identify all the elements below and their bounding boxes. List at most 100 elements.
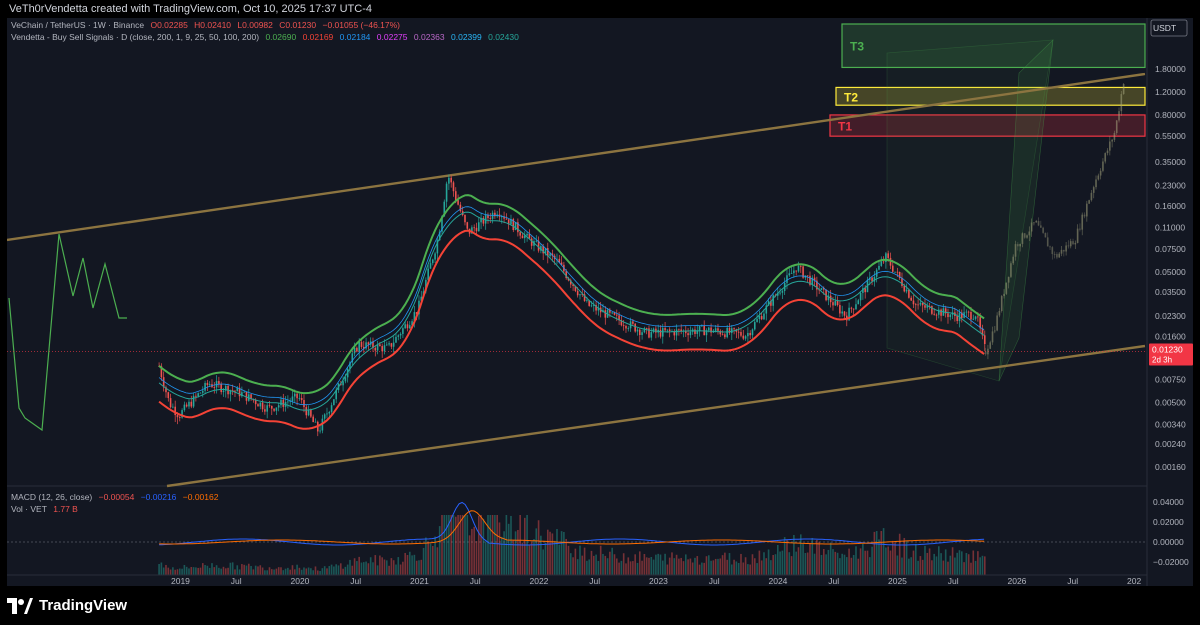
- candle-body: [487, 214, 489, 219]
- volume-bar: [767, 549, 770, 575]
- volume-bar: [657, 553, 659, 575]
- candle-body: [537, 240, 540, 251]
- volume-bar: [724, 552, 726, 575]
- candle-body: [494, 212, 496, 217]
- volume-bar: [390, 558, 393, 575]
- candle-body: [236, 387, 239, 392]
- volume-bar: [291, 565, 294, 575]
- candle-body: [758, 316, 761, 320]
- price-tick-label: 0.05000: [1155, 267, 1186, 277]
- candle-body: [912, 300, 915, 305]
- candle-body: [289, 401, 291, 402]
- candle-body: [169, 398, 172, 408]
- candle-body: [661, 328, 664, 337]
- candle-body: [809, 275, 811, 285]
- candle-body: [673, 331, 676, 336]
- legend-open: O0.02285: [150, 20, 188, 30]
- candle-body: [222, 390, 225, 393]
- target-zone-t3: [841, 23, 1146, 69]
- candle-body: [206, 382, 209, 386]
- candle-body: [645, 328, 648, 329]
- last-price-tag-value: 0.01230: [1152, 344, 1183, 354]
- candle-body: [282, 399, 285, 407]
- candle-body: [905, 289, 908, 292]
- volume-bar: [420, 559, 423, 575]
- candle-body: [710, 327, 712, 333]
- tradingview-logo: TradingView: [7, 597, 127, 614]
- volume-bar: [358, 556, 360, 575]
- projection-candle-body: [1040, 225, 1042, 228]
- volume-bar: [257, 566, 259, 575]
- candle-body: [218, 381, 220, 384]
- volume-bar: [609, 551, 611, 575]
- projection-candle-body: [1044, 232, 1047, 238]
- volume-bar: [397, 557, 400, 575]
- volume-bar: [960, 551, 963, 575]
- chart-area[interactable]: T3 T2 T1 1.80000 1.20000 0.80000 0.55000 0.3500…: [7, 18, 1193, 586]
- screenshot-frame: VeTh0rVendetta created with TradingView.…: [7, 0, 1193, 625]
- candle-body: [305, 407, 308, 416]
- volume-bar: [270, 569, 273, 575]
- volume-bar: [535, 528, 538, 575]
- time-tick-label: 2022: [530, 576, 549, 586]
- volume-bar: [627, 557, 630, 575]
- volume-bar: [349, 559, 351, 575]
- candle-body: [303, 400, 305, 408]
- projection-candle-body: [1005, 282, 1008, 294]
- candle-body: [213, 387, 216, 388]
- candle-body: [404, 324, 406, 329]
- volume-bar: [749, 564, 751, 575]
- volume-bar: [208, 567, 211, 575]
- volume-bar: [367, 563, 370, 575]
- volume-bar: [717, 558, 719, 575]
- volume-bar: [303, 567, 305, 575]
- legend-low: L0.00982: [237, 20, 273, 30]
- candle-body: [806, 275, 809, 277]
- projection-candle-body: [1010, 263, 1012, 277]
- candle-body: [438, 231, 441, 241]
- candle-body: [618, 315, 620, 321]
- target-zone-t1: [829, 114, 1146, 137]
- projection-candle-body: [1069, 241, 1072, 247]
- candle-body: [195, 395, 197, 397]
- projection-candle-body: [1023, 233, 1026, 238]
- candle-body: [298, 398, 301, 399]
- candle-body: [174, 406, 176, 416]
- volume-bar: [740, 553, 742, 575]
- candle-body: [898, 272, 901, 279]
- volume-bar: [834, 551, 837, 575]
- candle-body: [167, 392, 170, 399]
- volume-bar: [781, 550, 784, 575]
- price-chart-svg[interactable]: T3 T2 T1 1.80000 1.20000 0.80000 0.55000 0.3500…: [7, 18, 1193, 586]
- candle-body: [190, 401, 193, 407]
- candle-body: [268, 405, 271, 407]
- volume-bar: [793, 534, 795, 575]
- candle-body: [381, 346, 383, 352]
- volume-bar: [505, 515, 508, 575]
- candle-body: [717, 328, 719, 331]
- volume-bar: [645, 557, 648, 575]
- volume-bar: [760, 560, 763, 575]
- candle-body: [643, 328, 646, 333]
- volume-bar: [521, 542, 524, 575]
- candle-body: [797, 265, 800, 272]
- candle-body: [611, 312, 613, 314]
- legend-macd-v1: −0.00216: [140, 492, 177, 502]
- volume-bar: [415, 560, 418, 575]
- volume-bar: [620, 560, 623, 575]
- volume-bar: [406, 555, 409, 575]
- volume-bar: [843, 554, 846, 575]
- projection-candle-body: [1097, 175, 1100, 180]
- volume-bar: [266, 570, 268, 575]
- candle-body: [756, 319, 758, 323]
- candle-body: [749, 332, 751, 336]
- volume-bar: [618, 562, 620, 575]
- volume-bar: [586, 560, 588, 575]
- volume-bar: [866, 550, 869, 575]
- candle-body: [521, 235, 524, 239]
- candle-body: [457, 200, 459, 205]
- legend-macd-v0: −0.00054: [98, 492, 135, 502]
- volume-bar: [365, 561, 367, 575]
- legend-ind-v6: 0.02430: [488, 32, 519, 42]
- candle-body: [944, 308, 947, 314]
